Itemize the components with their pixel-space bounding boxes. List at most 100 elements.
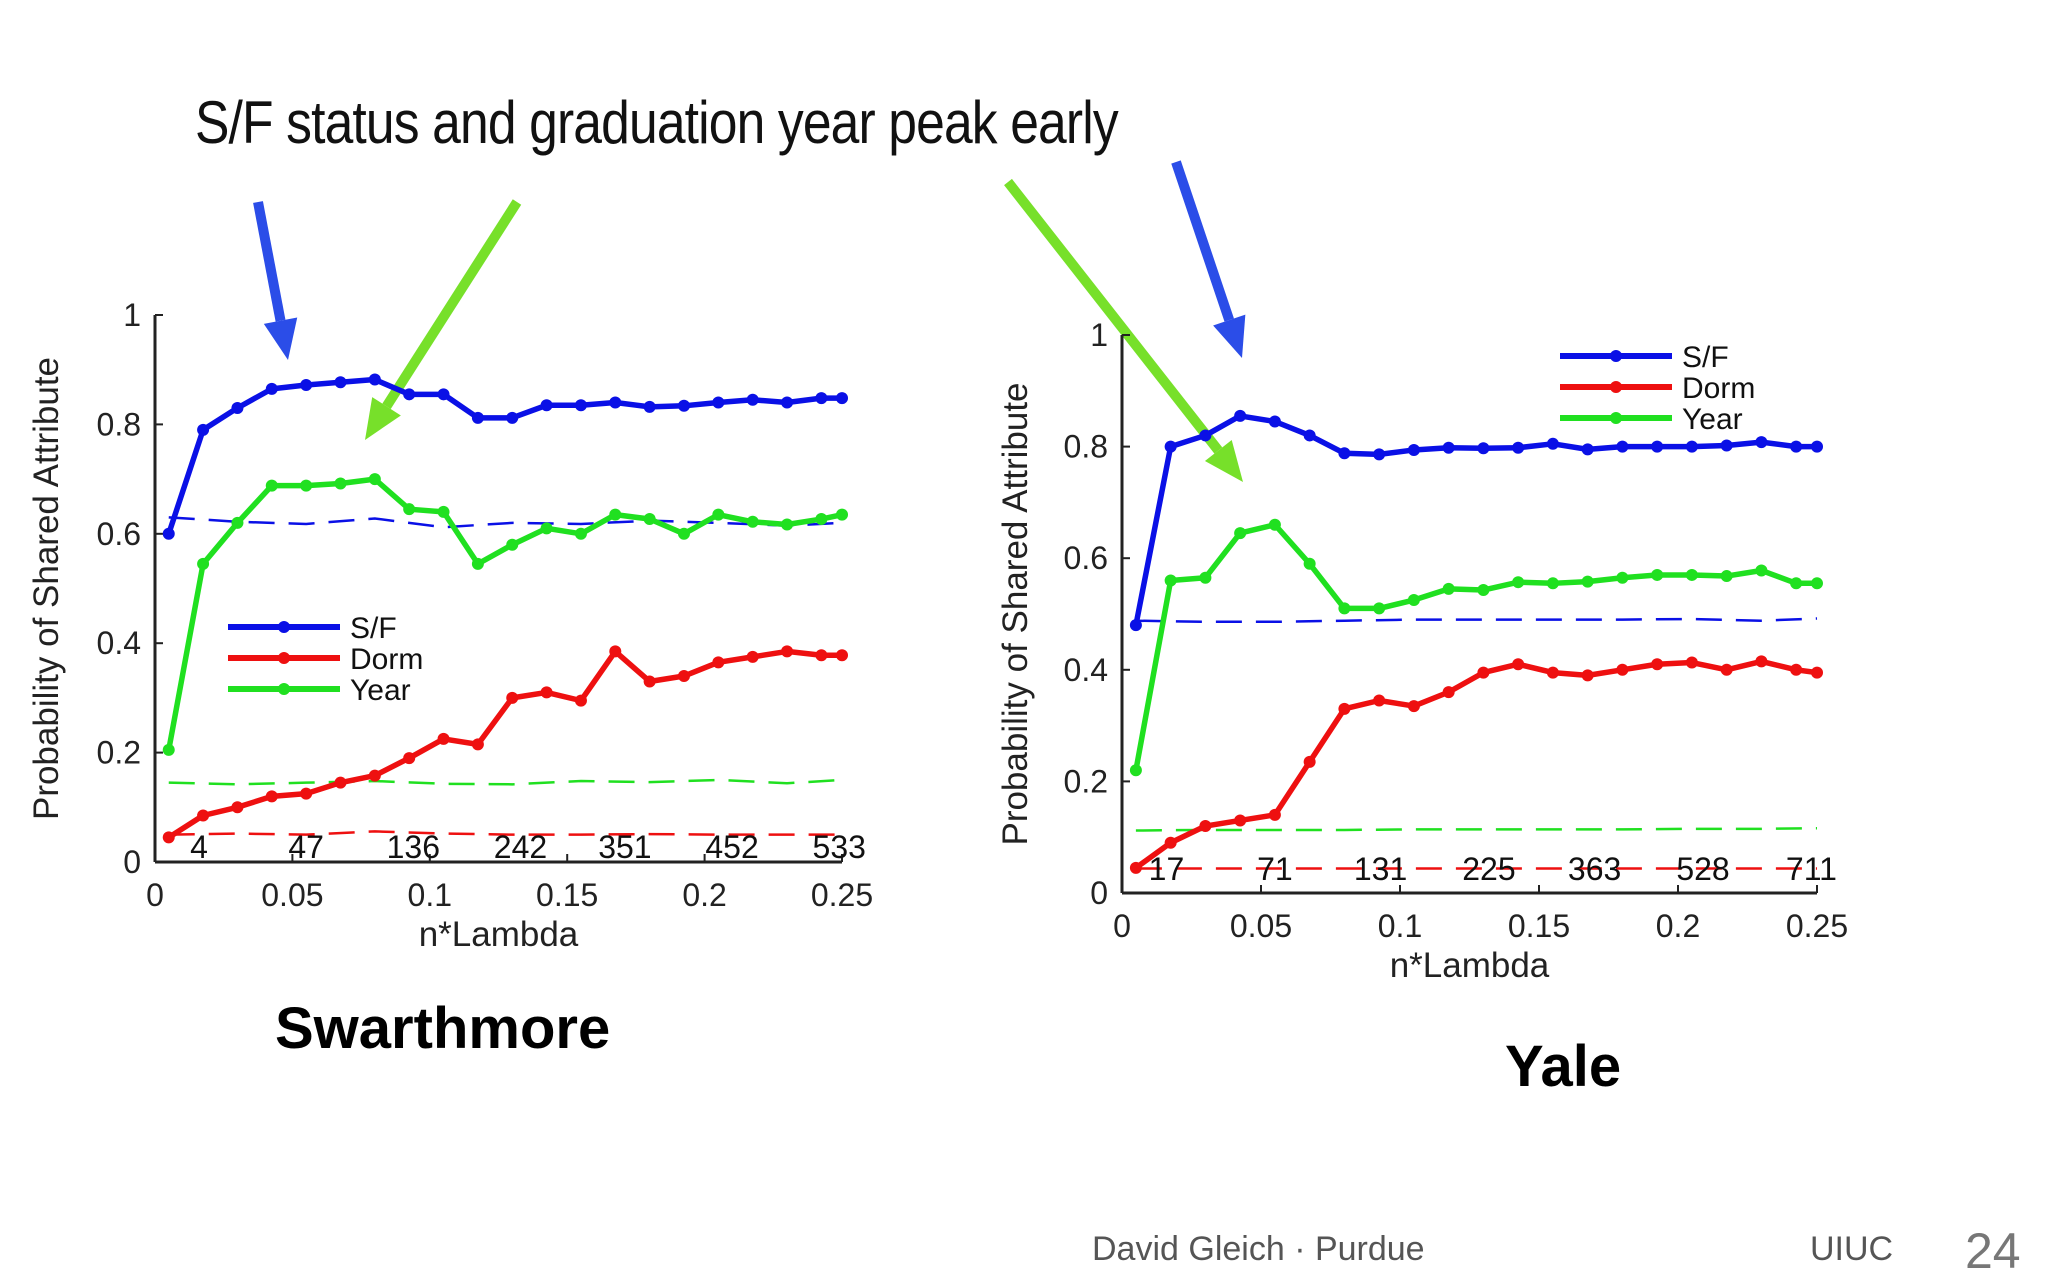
y-axis-label: Probability of Shared Attribute	[996, 382, 1035, 845]
data-point	[1685, 568, 1698, 581]
x-tick-label: 0.05	[1230, 908, 1292, 944]
data-point	[1616, 663, 1629, 676]
data-point	[1303, 755, 1316, 768]
data-point	[574, 694, 587, 707]
y-tick-label: 1	[1090, 317, 1108, 353]
data-point	[403, 503, 416, 516]
data-point	[1129, 764, 1142, 777]
y-tick-label: 0.8	[97, 406, 141, 442]
data-point	[815, 392, 828, 405]
data-point	[1581, 443, 1594, 456]
data-point	[1129, 619, 1142, 632]
data-point	[197, 557, 210, 570]
data-point	[1811, 440, 1823, 453]
footer-venue: UIUC	[1810, 1230, 1894, 1268]
data-point	[1268, 518, 1281, 531]
data-point	[609, 645, 622, 658]
count-annotation: 351	[598, 829, 651, 865]
data-point	[609, 508, 622, 521]
data-point	[437, 505, 450, 518]
data-point	[1720, 439, 1733, 452]
legend-label: S/F	[1682, 341, 1729, 374]
data-point	[1234, 409, 1247, 422]
x-tick-label: 0	[146, 877, 164, 913]
data-point	[1546, 577, 1559, 590]
data-point	[197, 423, 210, 436]
green-arrow-swarthmore	[365, 199, 522, 440]
x-axis-label: n*Lambda	[1390, 946, 1550, 985]
data-point	[231, 516, 244, 529]
data-point	[300, 379, 313, 392]
data-point	[1616, 571, 1629, 584]
data-point	[746, 515, 759, 528]
data-point	[1164, 574, 1177, 587]
count-annotation: 17	[1149, 851, 1185, 887]
data-point	[231, 801, 244, 814]
data-point	[231, 401, 244, 414]
data-point	[162, 743, 175, 756]
data-point	[506, 538, 519, 551]
data-point	[712, 508, 725, 521]
data-point	[1442, 582, 1455, 595]
data-point	[540, 399, 553, 412]
data-point	[1373, 448, 1386, 461]
x-tick-label: 0.2	[682, 877, 726, 913]
data-point	[162, 831, 175, 844]
data-point	[540, 522, 553, 535]
count-annotation: 242	[494, 829, 547, 865]
data-point	[403, 752, 416, 765]
data-point	[677, 527, 690, 540]
data-point	[1512, 658, 1525, 671]
data-point	[334, 776, 347, 789]
y-tick-label: 0.8	[1064, 429, 1108, 465]
data-point	[1338, 602, 1351, 615]
data-point	[1811, 577, 1823, 590]
data-point	[781, 518, 794, 531]
series-line-sf	[1133, 413, 1817, 626]
data-point	[506, 411, 519, 424]
data-point	[643, 400, 656, 413]
data-point	[1164, 440, 1177, 453]
data-point	[300, 479, 313, 492]
legend-marker	[278, 652, 290, 664]
data-point	[1234, 527, 1247, 540]
data-point	[1720, 663, 1733, 676]
data-point	[1685, 440, 1698, 453]
y-tick-label: 0.4	[97, 625, 141, 661]
y-tick-label: 0.2	[97, 735, 141, 771]
data-point	[677, 399, 690, 412]
count-annotation: 131	[1354, 851, 1407, 887]
legend-marker	[1610, 350, 1622, 362]
series-line-dorm	[1134, 658, 1818, 871]
count-annotation: 225	[1462, 851, 1515, 887]
blue-arrow-swarthmore	[253, 201, 298, 360]
data-point	[368, 373, 381, 386]
data-point	[1790, 577, 1803, 590]
data-point	[1755, 436, 1768, 449]
x-tick-label: 0.15	[536, 877, 598, 913]
slide-title: S/F status and graduation year peak earl…	[195, 89, 1119, 156]
baseline-line	[168, 778, 843, 786]
data-point	[1512, 576, 1525, 589]
data-point	[609, 396, 622, 409]
data-point	[368, 473, 381, 486]
data-point	[162, 527, 175, 540]
series-line-dorm	[167, 648, 842, 840]
x-tick-label: 0.2	[1656, 908, 1700, 944]
data-point	[368, 769, 381, 782]
caption-swarthmore: Swarthmore	[275, 996, 611, 1061]
data-point	[836, 508, 848, 521]
data-point	[1303, 429, 1316, 442]
data-point	[712, 396, 725, 409]
x-tick-label: 0.1	[408, 877, 452, 913]
x-tick-label: 0.1	[1378, 908, 1422, 944]
chart-yale: 0 0.2 0.4 0.6 0.8 1 0 0.05 0.1 0.15 0.2 0.25 n*Lambd…	[996, 317, 1848, 985]
baseline-line	[168, 830, 842, 836]
data-point	[746, 393, 759, 406]
data-point	[1811, 666, 1823, 679]
page-number: 24	[1965, 1223, 2021, 1279]
data-point	[1407, 594, 1420, 607]
